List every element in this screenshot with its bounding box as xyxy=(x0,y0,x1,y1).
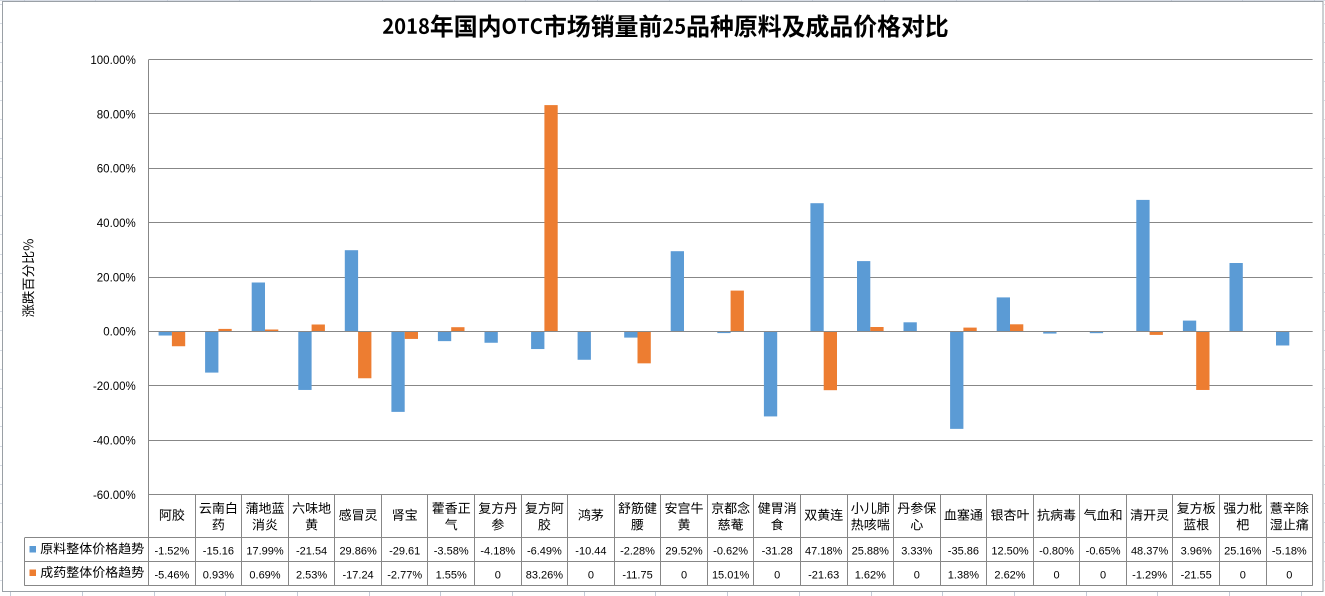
svg-text:-2.28%: -2.28% xyxy=(620,546,655,558)
svg-text:-11.75: -11.75 xyxy=(622,570,652,582)
svg-text:60.00%: 60.00% xyxy=(97,164,136,176)
svg-text:0: 0 xyxy=(681,570,687,582)
svg-text:83.26%: 83.26% xyxy=(526,570,564,582)
svg-text:0: 0 xyxy=(914,570,920,582)
svg-text:1.55%: 1.55% xyxy=(436,570,467,582)
svg-text:-31.28: -31.28 xyxy=(762,546,793,558)
svg-text:0: 0 xyxy=(774,570,780,582)
svg-text:15.01%: 15.01% xyxy=(712,570,750,582)
svg-text:-35.86: -35.86 xyxy=(948,546,979,558)
svg-text:1.38%: 1.38% xyxy=(948,570,979,582)
svg-text:-1.52%: -1.52% xyxy=(154,546,189,558)
svg-text:-21.63: -21.63 xyxy=(808,570,839,582)
svg-text:0: 0 xyxy=(1240,570,1246,582)
svg-text:0: 0 xyxy=(1053,570,1059,582)
svg-text:-0.65%: -0.65% xyxy=(1086,546,1121,558)
svg-text:0: 0 xyxy=(588,570,594,582)
svg-text:29.86%: 29.86% xyxy=(339,546,377,558)
svg-text:3.96%: 3.96% xyxy=(1181,546,1212,558)
svg-text:0: 0 xyxy=(1286,570,1292,582)
svg-text:0: 0 xyxy=(1100,570,1106,582)
svg-text:-40.00%: -40.00% xyxy=(93,435,136,447)
svg-text:12.50%: 12.50% xyxy=(991,546,1029,558)
svg-text:-5.18%: -5.18% xyxy=(1272,546,1307,558)
svg-text:-0.80%: -0.80% xyxy=(1039,546,1074,558)
svg-text:-20.00%: -20.00% xyxy=(93,381,136,393)
svg-text:-10.44: -10.44 xyxy=(575,546,606,558)
svg-text:-21.55: -21.55 xyxy=(1181,570,1212,582)
svg-text:25.88%: 25.88% xyxy=(852,546,890,558)
svg-text:0.69%: 0.69% xyxy=(249,570,280,582)
svg-text:47.18%: 47.18% xyxy=(805,546,843,558)
svg-text:1.62%: 1.62% xyxy=(855,570,886,582)
svg-text:-60.00%: -60.00% xyxy=(93,490,136,502)
svg-text:0.00%: 0.00% xyxy=(103,327,136,339)
svg-text:17.99%: 17.99% xyxy=(246,546,284,558)
svg-text:-6.49%: -6.49% xyxy=(527,546,562,558)
svg-text:80.00%: 80.00% xyxy=(97,109,136,121)
svg-text:20.00%: 20.00% xyxy=(97,272,136,284)
svg-text:48.37%: 48.37% xyxy=(1131,546,1169,558)
svg-text:2.62%: 2.62% xyxy=(994,570,1025,582)
svg-text:-2.77%: -2.77% xyxy=(387,570,422,582)
svg-text:-17.24: -17.24 xyxy=(342,570,373,582)
svg-text:-21.54: -21.54 xyxy=(296,546,327,558)
svg-text:-3.58%: -3.58% xyxy=(434,546,469,558)
svg-text:-1.29%: -1.29% xyxy=(1132,570,1167,582)
svg-text:0.93%: 0.93% xyxy=(203,570,234,582)
svg-text:0: 0 xyxy=(495,570,501,582)
svg-text:3.33%: 3.33% xyxy=(901,546,932,558)
svg-text:2.53%: 2.53% xyxy=(296,570,327,582)
svg-text:-4.18%: -4.18% xyxy=(480,546,515,558)
svg-text:25.16%: 25.16% xyxy=(1224,546,1262,558)
svg-text:100.00%: 100.00% xyxy=(90,55,135,67)
svg-text:-29.61: -29.61 xyxy=(389,546,420,558)
svg-text:-0.62%: -0.62% xyxy=(713,546,748,558)
svg-text:-5.46%: -5.46% xyxy=(154,570,189,582)
svg-text:40.00%: 40.00% xyxy=(97,218,136,230)
svg-text:-15.16: -15.16 xyxy=(203,546,234,558)
svg-text:29.52%: 29.52% xyxy=(665,546,703,558)
